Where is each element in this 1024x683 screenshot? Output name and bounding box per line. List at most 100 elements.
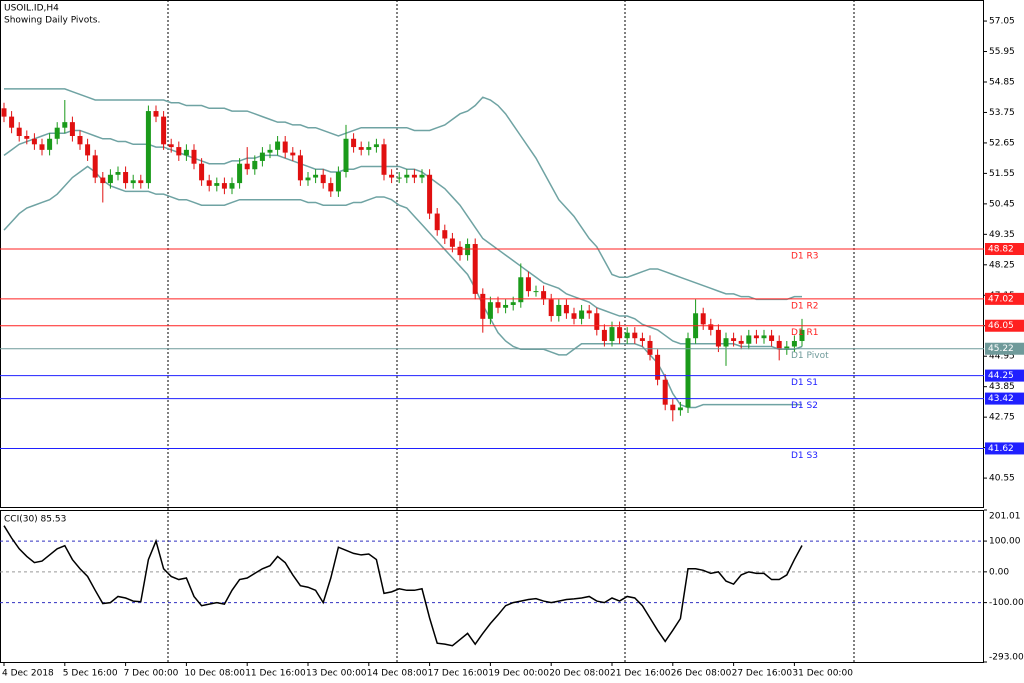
candle-body <box>153 111 159 117</box>
x-tick-label: 19 Dec 00:00 <box>488 669 549 679</box>
candle-body <box>168 144 174 148</box>
candle-body <box>457 246 463 256</box>
candle-body <box>776 340 782 350</box>
y-tick-label: 57.05 <box>989 17 1015 27</box>
y-tick-label: 40.55 <box>989 474 1015 484</box>
pivot-label: D1 S2 <box>791 401 818 411</box>
candle-body <box>320 174 326 184</box>
candle-body <box>799 329 805 341</box>
candle-body <box>297 155 303 181</box>
candle-body <box>617 327 623 339</box>
y-tick-label: 44.95 <box>989 352 1015 362</box>
price-box-label: 41.62 <box>988 444 1014 454</box>
candle-body <box>16 127 22 137</box>
candle-body <box>579 310 585 319</box>
cci-panel <box>0 510 984 663</box>
candle-body <box>267 149 273 153</box>
y-tick-label: 42.75 <box>989 413 1015 423</box>
candle-body <box>503 304 509 308</box>
candle-body <box>343 138 349 173</box>
candle-body <box>183 149 189 156</box>
candle-body <box>290 152 296 156</box>
x-tick-label: 31 Dec 00:00 <box>792 669 853 679</box>
candle-body <box>282 141 288 153</box>
candle-body <box>9 116 15 128</box>
candle-body <box>161 116 167 145</box>
candle-body <box>199 163 205 181</box>
y-tick-label: 0.00 <box>989 567 1009 577</box>
candle-body <box>662 379 668 405</box>
candle-body <box>586 310 592 314</box>
candle-body <box>31 138 37 145</box>
candle-body <box>601 329 607 341</box>
candle-body <box>389 174 395 178</box>
y-tick-label: 201.01 <box>989 512 1021 522</box>
candle-body <box>54 127 60 139</box>
candle-body <box>411 174 417 178</box>
bollinger-upper <box>4 88 802 301</box>
candle-body <box>191 149 197 164</box>
price-box <box>985 392 1024 405</box>
candle-body <box>396 177 402 179</box>
candle-body <box>533 291 539 293</box>
candle-body <box>480 293 486 319</box>
candle-body <box>472 244 478 294</box>
y-tick-label: 50.45 <box>989 199 1015 209</box>
candle-body <box>39 144 45 150</box>
candle-body <box>563 304 569 314</box>
candle-body <box>769 335 775 341</box>
candle-body <box>107 174 113 184</box>
x-tick-label: 11 Dec 16:00 <box>245 669 306 679</box>
candle-body <box>229 183 235 189</box>
candle-body <box>62 122 68 128</box>
pivot-label: D1 R2 <box>791 301 819 311</box>
candle-body <box>381 144 387 175</box>
candle-body <box>700 313 706 325</box>
candle-body <box>237 163 243 184</box>
candle-body <box>594 313 600 330</box>
candle-body <box>746 335 752 344</box>
price-box <box>985 369 1024 382</box>
candle-body <box>366 147 372 150</box>
candle-body <box>47 138 53 150</box>
candle-body <box>487 302 493 319</box>
candle-body <box>449 238 455 247</box>
chart-subtitle: Showing Daily Pivots. <box>4 16 100 26</box>
candle-body <box>624 332 630 339</box>
candle-body <box>92 155 98 178</box>
candle-body <box>518 277 524 303</box>
price-box <box>985 243 1024 256</box>
x-tick-label: 13 Dec 00:00 <box>306 669 367 679</box>
pivot-label: D1 Pivot <box>791 351 829 361</box>
candle-body <box>115 172 121 175</box>
candle-body <box>221 183 227 189</box>
candle-body <box>335 172 341 192</box>
chart-title: USOIL.ID,H4 <box>4 4 59 14</box>
x-tick-label: 21 Dec 16:00 <box>610 669 671 679</box>
candle-body <box>69 122 75 137</box>
candle-body <box>715 329 721 347</box>
y-tick-label: 53.75 <box>989 108 1015 118</box>
price-box <box>985 319 1024 332</box>
pivot-label: D1 R3 <box>791 252 819 262</box>
candle-body <box>275 141 281 150</box>
pivot-label: D1 S1 <box>791 378 818 388</box>
candle-body <box>85 144 91 156</box>
candle-body <box>427 174 433 214</box>
candle-body <box>495 302 501 308</box>
candle-body <box>1 108 7 117</box>
candle-body <box>685 338 691 408</box>
y-tick-label: 55.95 <box>989 47 1015 57</box>
price-box-label: 44.25 <box>988 371 1014 381</box>
x-tick-label: 27 Dec 16:00 <box>732 669 793 679</box>
candle-body <box>548 299 554 317</box>
y-tick-label: 51.55 <box>989 169 1015 179</box>
price-box-label: 47.02 <box>988 294 1014 304</box>
price-box-label: 45.22 <box>988 344 1014 354</box>
candle-body <box>328 183 334 192</box>
price-box-label: 48.82 <box>988 245 1014 255</box>
candle-body <box>123 172 129 184</box>
candle-body <box>761 335 767 339</box>
candle-body <box>442 230 448 239</box>
